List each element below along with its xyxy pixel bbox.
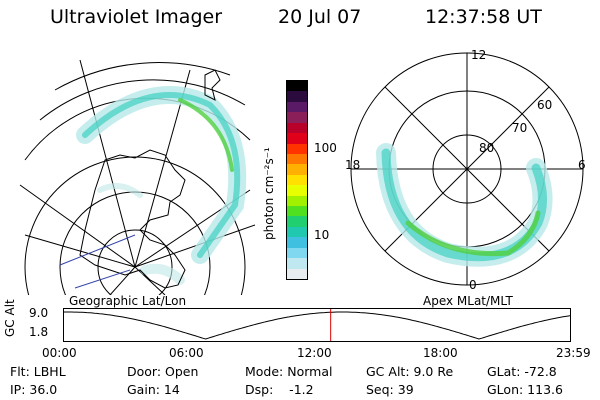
mode-status: Mode: Normal <box>245 364 333 379</box>
colorbar-segment <box>287 185 307 196</box>
dsp-status: Dsp: -1.2 <box>245 382 314 397</box>
mlt-label-12: 12 <box>471 48 487 62</box>
geographic-map-label: Geographic Lat/Lon <box>69 294 187 308</box>
observation-date: 20 Jul 07 <box>278 6 362 28</box>
timeline-xtick-0: 00:00 <box>42 346 77 360</box>
timeline-xtick-3: 18:00 <box>423 346 458 360</box>
mlt-label-6: 6 <box>578 158 586 172</box>
magnetic-map <box>350 52 584 286</box>
colorbar-segment <box>287 226 307 238</box>
colorbar <box>286 80 308 280</box>
colorbar-segment <box>287 133 307 144</box>
colorbar-tick-100: 100 <box>314 141 337 155</box>
colorbar-segment <box>287 164 307 175</box>
sequence-status: Seq: 39 <box>366 382 414 397</box>
colorbar-segment <box>287 247 307 259</box>
aurora-emission <box>76 86 247 285</box>
colorbar-segment <box>287 112 307 123</box>
mlt-label-18: 18 <box>345 158 361 172</box>
observation-time: 12:37:58 UT <box>425 6 542 28</box>
colorbar-segment <box>287 174 307 186</box>
colorbar-segment <box>287 153 307 165</box>
colorbar-segment <box>287 91 307 102</box>
gc-alt-status: GC Alt: 9.0 Re <box>366 364 454 379</box>
geographic-map <box>19 59 256 295</box>
colorbar-segment <box>287 81 307 92</box>
instrument-title: Ultraviolet Imager <box>50 6 223 28</box>
colorbar-segment <box>287 122 307 134</box>
glon-status: GLon: 113.6 <box>487 382 563 397</box>
timeline-plot <box>63 308 571 342</box>
coastline <box>79 149 186 289</box>
ip-status: IP: 36.0 <box>10 382 58 397</box>
timeline-ytick-high: 9.0 <box>29 306 49 320</box>
mlt-label-0: 0 <box>469 278 477 292</box>
lat-label-80: 80 <box>479 141 495 155</box>
colorbar-unit-label: photon cm⁻²s⁻¹ <box>262 147 276 240</box>
door-status: Door: Open <box>127 364 199 379</box>
lat-label-70: 70 <box>512 121 528 135</box>
gain-status: Gain: 14 <box>127 382 180 397</box>
timeline-xtick-2: 12:00 <box>297 346 332 360</box>
colorbar-segment <box>287 143 307 154</box>
timeline-ylabel: GC Alt <box>3 299 17 337</box>
colorbar-segment <box>287 237 307 248</box>
filter-status: Flt: LBHL <box>10 364 66 379</box>
timeline-ytick-low: 1.8 <box>29 325 49 339</box>
colorbar-tick-10: 10 <box>314 228 330 242</box>
lat-label-60: 60 <box>537 98 553 112</box>
colorbar-segment <box>287 268 307 280</box>
colorbar-segment <box>287 258 307 269</box>
colorbar-segment <box>287 216 307 227</box>
aurora-oval <box>376 143 553 267</box>
glat-status: GLat: -72.8 <box>487 364 557 379</box>
timeline-xtick-1: 06:00 <box>169 346 204 360</box>
timeline-xtick-4: 23:59 <box>556 346 591 360</box>
colorbar-segment <box>287 101 307 113</box>
colorbar-segment <box>287 206 307 217</box>
colorbar-segment <box>287 195 307 207</box>
magnetic-map-label: Apex MLat/MLT <box>423 294 513 308</box>
